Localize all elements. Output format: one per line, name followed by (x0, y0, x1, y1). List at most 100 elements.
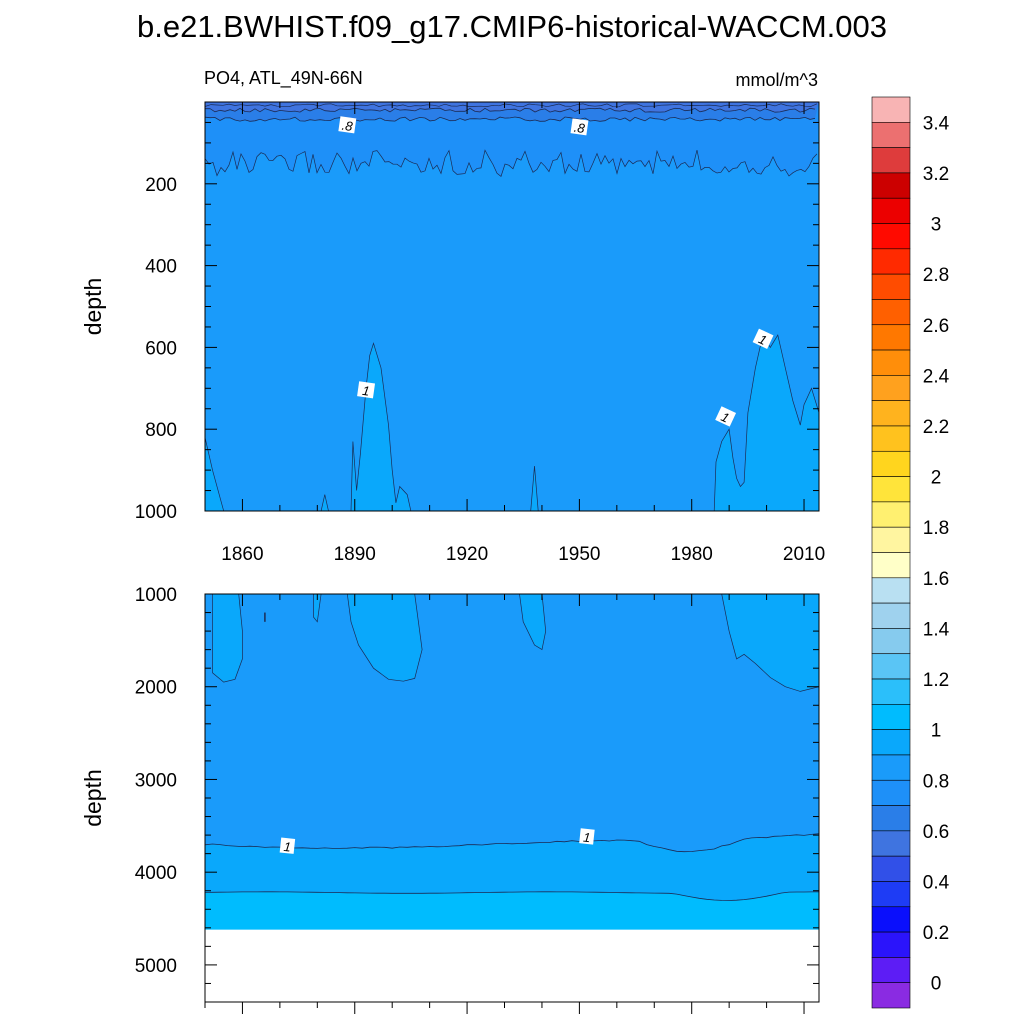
upper-contour-label: 1 (752, 328, 774, 349)
upper-y-tick-label: 600 (145, 338, 177, 359)
colorbar-box (871, 779, 911, 806)
colorbar-box (871, 628, 911, 655)
colorbar-label: 2.4 (923, 366, 950, 387)
lower-contour-label-box (279, 837, 296, 854)
lower-y-tick-label: 4000 (135, 863, 177, 884)
lower-fill-1.0-1.1-patch (212, 593, 243, 683)
colorbar-label: 0 (931, 974, 942, 995)
lower-contour-1.1 (204, 891, 819, 901)
colorbar-box (871, 122, 911, 148)
colorbar-box (871, 729, 911, 756)
colorbar-box (871, 501, 911, 528)
colorbar-box (871, 881, 911, 908)
colorbar-box (871, 552, 911, 579)
colorbar-label: 1.6 (923, 569, 949, 590)
colorbar-box (871, 349, 911, 376)
upper-panel: .8 .8 1 1 1 1860 1890 1920 1950 1980 2010 200 400 600… (80, 101, 825, 565)
colorbar-label: 3.2 (923, 164, 949, 185)
upper-contour-0.6 (204, 103, 818, 108)
upper-y-tick-label: 1000 (135, 502, 177, 523)
colorbar-label: 1 (931, 721, 942, 742)
upper-contour-label-text: 1 (361, 383, 370, 399)
lower-contour-label-text: 1 (283, 839, 292, 855)
colorbar-box (871, 577, 911, 604)
upper-x-tick-label: 1950 (558, 544, 600, 565)
colorbar-box (871, 324, 911, 351)
colorbar-box (871, 476, 911, 503)
upper-y-axis-label: depth (80, 278, 106, 336)
upper-contour-label: 1 (357, 381, 376, 399)
colorbar: 0 0.2 0.4 0.6 0.8 1 1.2 1.4 1.6 1.8 2 2.2 2.4 2.6 2.8 3… (871, 96, 950, 1009)
colorbar-box (871, 602, 911, 629)
lower-contour-label-box (579, 828, 595, 845)
colorbar-label: 0.4 (923, 872, 950, 893)
upper-contour-label: .8 (338, 116, 357, 134)
colorbar-label: 1.4 (923, 619, 950, 640)
colorbar-box (871, 273, 911, 300)
colorbar-box (871, 197, 911, 224)
upper-y-tick-label: 200 (145, 175, 177, 196)
lower-y-tick-label: 1000 (135, 585, 177, 606)
upper-contour-0.9 (204, 149, 818, 177)
upper-contour-label: .8 (570, 118, 589, 136)
colorbar-label: 2.2 (923, 417, 949, 438)
lower-y-tick-label: 5000 (135, 956, 177, 977)
colorbar-label: 1.8 (923, 518, 949, 539)
variable-region-label: PO4, ATL_49N-66N (204, 68, 363, 89)
units-label: mmol/m^3 (736, 70, 818, 90)
colorbar-box (871, 248, 911, 275)
upper-y-tick-label: 400 (145, 257, 177, 278)
upper-contour-label: 1 (715, 406, 737, 427)
upper-x-tick-label: 2010 (783, 544, 825, 565)
colorbar-label: 0.2 (923, 923, 949, 944)
colorbar-label: 2.6 (923, 316, 949, 337)
upper-contour-label-text: .8 (341, 118, 355, 134)
lower-y-tick-label: 2000 (135, 678, 177, 699)
colorbar-box (871, 147, 911, 174)
colorbar-box (871, 931, 911, 958)
colorbar-box (871, 805, 911, 832)
upper-contour-label-box (570, 118, 589, 136)
colorbar-box (871, 172, 911, 199)
upper-contour-label-box (338, 116, 357, 134)
lower-contour-1.0 (204, 833, 820, 853)
lower-contour-label-text: 1 (582, 830, 591, 846)
colorbar-box (871, 754, 911, 781)
colorbar-box (871, 855, 911, 882)
colorbar-label: 2.8 (923, 265, 949, 286)
lower-y-tick-label: 3000 (135, 770, 177, 791)
colorbar-box (871, 375, 911, 401)
colorbar-box (871, 982, 911, 1009)
lower-contour-label: 1 (279, 837, 296, 855)
upper-y-tick-label: 800 (145, 420, 177, 441)
colorbar-label: 1.2 (923, 670, 949, 691)
upper-contour-label-box (752, 328, 774, 349)
colorbar-label: 3 (931, 215, 942, 236)
colorbar-label: 3.4 (923, 113, 950, 134)
upper-x-tick-label: 1860 (221, 544, 263, 565)
upper-contour-0.7 (204, 107, 816, 113)
figure-title: b.e21.BWHIST.f09_g17.CMIP6-historical-WA… (137, 9, 887, 44)
colorbar-box (871, 906, 911, 933)
upper-x-tick-label: 1980 (671, 544, 713, 565)
colorbar-label: 2 (931, 468, 942, 489)
lower-panel: 1 1 1000 2000 3000 4000 5000 depth (80, 585, 820, 1014)
colorbar-label: 0.8 (923, 771, 949, 792)
upper-x-tick-label: 1890 (334, 544, 376, 565)
upper-x-tick-label: 1920 (446, 544, 488, 565)
colorbar-box (871, 678, 911, 705)
lower-y-axis-label: depth (80, 769, 106, 827)
colorbar-box (871, 96, 911, 123)
lower-fill-1.1-1.2 (205, 891, 819, 930)
colorbar-box (871, 653, 911, 680)
upper-contour-label-box (357, 381, 376, 399)
colorbar-box (871, 450, 911, 477)
lower-missing-region (205, 929, 819, 1002)
colorbar-box (871, 704, 911, 730)
lower-fill-1.0-1.1-patch (346, 593, 423, 682)
upper-contour-label-text: .8 (573, 120, 587, 136)
colorbar-box (871, 425, 911, 452)
upper-fill-1.0-1.1-patch (350, 342, 412, 512)
colorbar-box (871, 223, 911, 250)
